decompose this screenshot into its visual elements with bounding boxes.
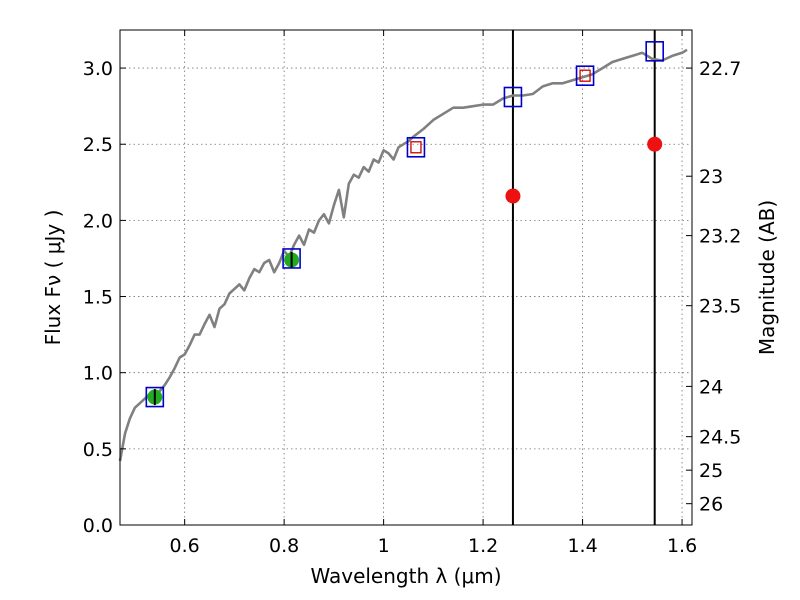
y-tick-label: 0.0 xyxy=(83,515,113,537)
right-axis-label: Magnitude (AB) xyxy=(755,200,779,355)
right-tick-label: 24.5 xyxy=(699,427,741,449)
x-tick-label: 1.4 xyxy=(567,535,597,557)
data-point xyxy=(647,136,663,152)
right-tick-label: 23 xyxy=(699,166,723,188)
model-photometry-small-square xyxy=(410,141,422,154)
x-axis-label: Wavelength λ (μm) xyxy=(310,564,501,588)
y-tick-label: 1.5 xyxy=(83,287,113,309)
data-point xyxy=(505,188,521,204)
model-photometry-small-square xyxy=(579,69,591,82)
x-tick-label: 1.6 xyxy=(667,535,697,557)
x-tick-label: 1.2 xyxy=(468,535,498,557)
plot-frame xyxy=(119,29,693,526)
right-tick-label: 25 xyxy=(699,460,723,482)
y-tick-label: 2.5 xyxy=(83,134,113,156)
model-photometry-square xyxy=(282,248,301,269)
right-tick-label: 23.2 xyxy=(699,226,741,248)
y-axis-label: Flux Fν ( μJy ) xyxy=(41,210,65,346)
right-tick-label: 24 xyxy=(699,376,723,398)
y-tick-label: 1.0 xyxy=(83,363,113,385)
series xyxy=(118,41,688,462)
model-photometry-square xyxy=(503,86,523,108)
x-tick-label: 0.8 xyxy=(269,535,299,557)
y-tick-label: 2.0 xyxy=(83,210,113,232)
vertical-lines xyxy=(511,30,656,525)
model-photometry-square xyxy=(406,136,426,158)
model-photometry-square xyxy=(145,386,165,408)
model-photometry-square xyxy=(575,65,595,86)
model-sed-line xyxy=(118,48,688,462)
ticks: 0.6 0.8 1 1.2 1.4 1.6 0.0 0.5 1.0 1.5 2.0 2.5 3.0 22.… xyxy=(83,30,741,557)
right-tick-label: 26 xyxy=(699,494,723,516)
grid xyxy=(120,30,692,526)
model-photometry-square xyxy=(645,41,664,62)
y-tick-label: 3.0 xyxy=(83,58,113,80)
right-tick-label: 23.5 xyxy=(699,296,741,318)
right-tick-label: 22.7 xyxy=(699,58,741,80)
x-tick-label: 1 xyxy=(378,535,390,557)
x-tick-label: 0.6 xyxy=(170,535,200,557)
y-tick-label: 0.5 xyxy=(83,439,113,461)
